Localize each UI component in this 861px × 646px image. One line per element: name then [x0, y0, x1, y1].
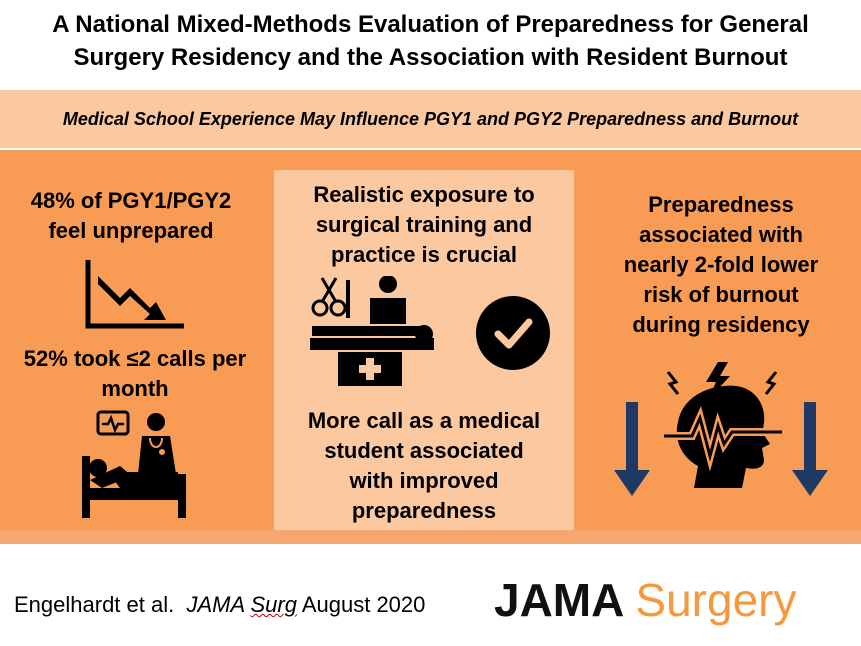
- exposure-statement: Realistic exposure to surgical training …: [274, 180, 574, 270]
- infographic-title: A National Mixed-Methods Evaluation of P…: [0, 8, 861, 74]
- down-arrow-icon: [614, 402, 650, 496]
- unprepared-stat-line-1: 48% of PGY1/PGY2: [30, 188, 232, 213]
- unprepared-stat: 48% of PGY1/PGY2 feel unprepared: [0, 186, 262, 246]
- call-line-2: student associated: [324, 438, 524, 463]
- subtitle-band: Medical School Experience May Influence …: [0, 90, 861, 148]
- calls-stat-line-1: 52% took ≤2 calls per: [23, 346, 247, 371]
- call-line-3: with improved: [349, 468, 499, 493]
- exposure-line-2: surgical training and: [315, 212, 533, 237]
- hospital-bed-doctor-icon: [82, 410, 186, 518]
- down-arrow-icon: [792, 402, 828, 496]
- citation-authors: Engelhardt et al.: [14, 592, 175, 617]
- burnout-line-3: nearly 2-fold lower: [623, 252, 819, 277]
- call-association-statement: More call as a medical student associate…: [274, 406, 574, 526]
- declining-chart-icon: [85, 260, 184, 329]
- exposure-line-3: practice is crucial: [331, 242, 517, 267]
- citation: Engelhardt et al. JAMA Surg August 2020: [14, 592, 425, 618]
- divider-band: [0, 150, 861, 170]
- citation-date: August 2020: [301, 592, 426, 617]
- unprepared-stat-line-2: feel unprepared: [48, 218, 214, 243]
- citation-journal-name: JAMA: [186, 592, 245, 617]
- citation-journal-abbrev: Surg: [250, 592, 297, 617]
- burnout-head-icon: [664, 362, 782, 488]
- burnout-line-4: risk of burnout: [643, 282, 799, 307]
- title-line-1: A National Mixed-Methods Evaluation of P…: [52, 11, 809, 38]
- citation-journal: JAMA Surg: [186, 592, 296, 617]
- surgery-table-icon: [310, 276, 434, 386]
- burnout-line-5: during residency: [632, 312, 810, 337]
- jama-surgery-logo: JAMA Surgery: [494, 572, 797, 628]
- logo-surgery: Surgery: [635, 574, 797, 626]
- call-line-1: More call as a medical: [307, 408, 541, 433]
- subtitle: Medical School Experience May Influence …: [62, 108, 799, 129]
- logo-jama: JAMA: [494, 574, 623, 626]
- calls-stat-line-2: month: [101, 376, 169, 401]
- call-line-4: preparedness: [351, 498, 497, 523]
- exposure-line-1: Realistic exposure to: [313, 182, 535, 207]
- calls-stat: 52% took ≤2 calls per month: [0, 344, 270, 404]
- checkmark-circle-icon: [476, 296, 550, 370]
- burnout-statement: Preparedness associated with nearly 2-fo…: [576, 190, 861, 340]
- title-line-2: Surgery Residency and the Association wi…: [73, 44, 788, 71]
- burnout-line-1: Preparedness: [648, 192, 794, 217]
- bottom-band: [0, 530, 861, 544]
- burnout-line-2: associated with: [639, 222, 803, 247]
